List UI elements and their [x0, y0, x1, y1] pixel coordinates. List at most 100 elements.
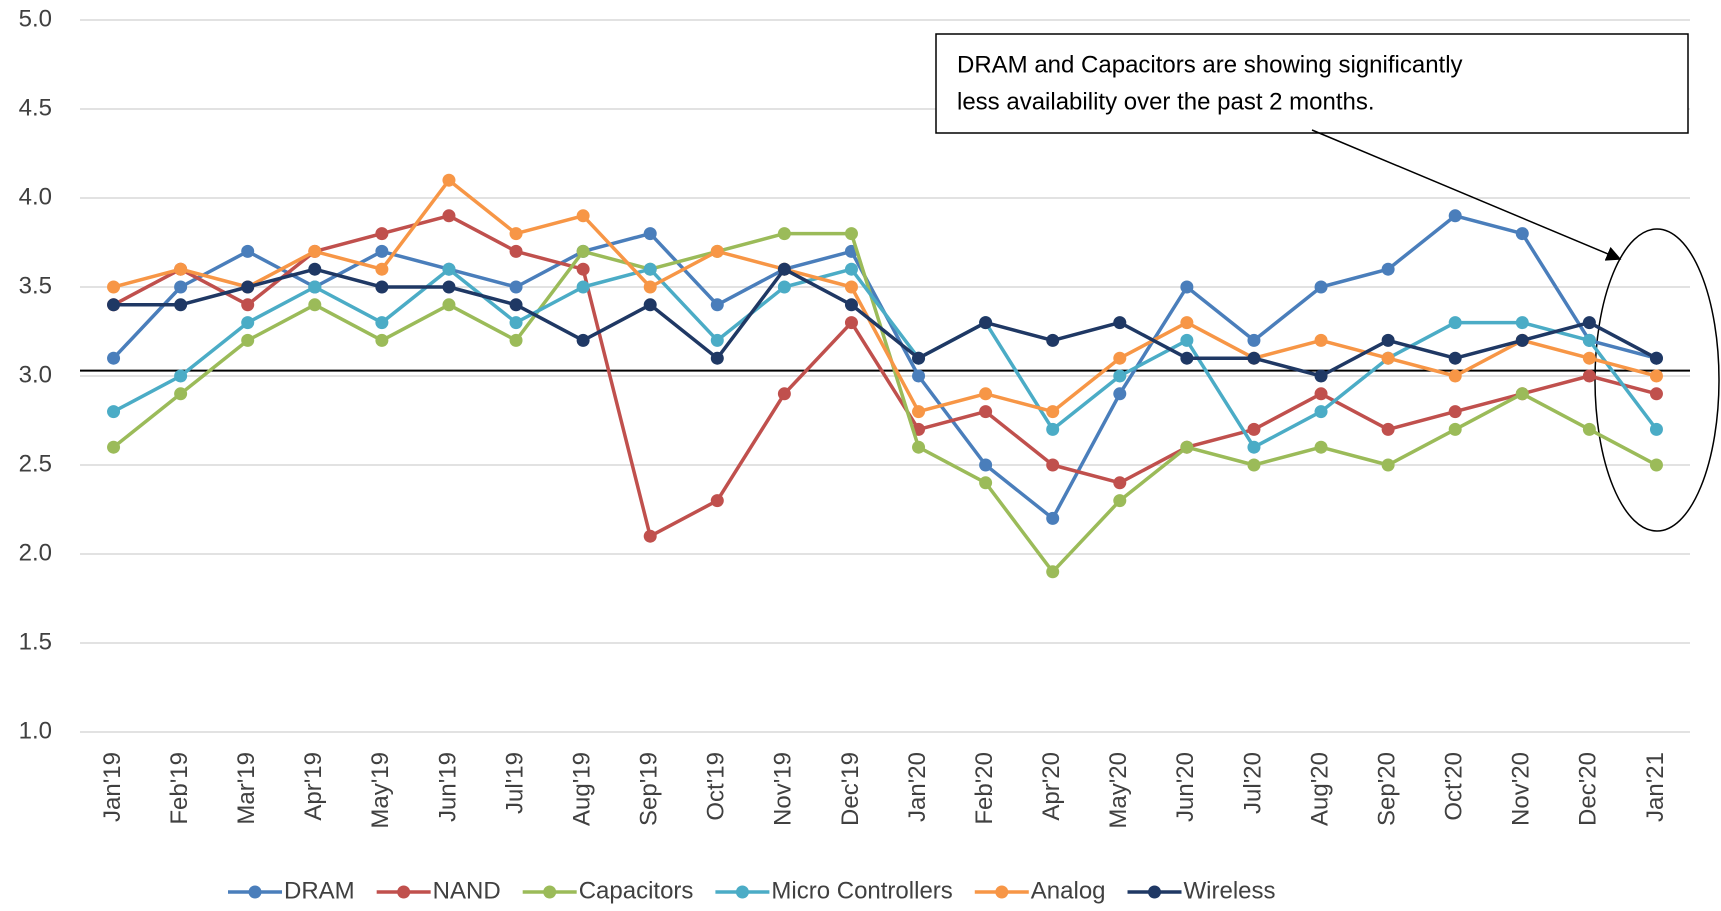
point [643, 529, 657, 543]
point [710, 244, 724, 258]
legend-label: Wireless [1184, 877, 1276, 904]
point [576, 262, 590, 276]
x-tick-label: Jul'19 [501, 752, 528, 814]
x-tick-label: Sep'19 [636, 752, 663, 826]
point [979, 405, 993, 419]
point [1381, 422, 1395, 436]
point [1046, 565, 1060, 579]
point [777, 227, 791, 241]
point [844, 316, 858, 330]
y-tick-label: 2.0 [19, 539, 52, 566]
point [375, 316, 389, 330]
point [509, 280, 523, 294]
point [1247, 440, 1261, 454]
point [1381, 458, 1395, 472]
point [777, 387, 791, 401]
point [1180, 280, 1194, 294]
point [1582, 351, 1596, 365]
x-tick-label: Jul'20 [1239, 752, 1266, 814]
point [1448, 316, 1462, 330]
point [1649, 351, 1663, 365]
legend-label: Analog [1031, 877, 1106, 904]
point [1448, 209, 1462, 223]
y-tick-label: 2.5 [19, 450, 52, 477]
legend-marker [543, 885, 557, 899]
point [1381, 351, 1395, 365]
highlight-ellipse [1594, 228, 1720, 532]
point [174, 387, 188, 401]
point [509, 227, 523, 241]
point [844, 262, 858, 276]
point [1448, 351, 1462, 365]
x-tick-label: Oct'19 [703, 752, 730, 821]
x-tick-label: Nov'19 [770, 752, 797, 826]
point [1314, 387, 1328, 401]
point [241, 316, 255, 330]
point [308, 262, 322, 276]
x-tick-label: Jun'19 [434, 752, 461, 822]
point [1046, 333, 1060, 347]
point [979, 387, 993, 401]
point [777, 262, 791, 276]
point [576, 333, 590, 347]
y-tick-label: 1.0 [19, 717, 52, 744]
point [1247, 458, 1261, 472]
x-tick-label: Jan'21 [1642, 752, 1669, 822]
x-tick-label: Dec'19 [837, 752, 864, 826]
point [241, 280, 255, 294]
legend-marker [735, 885, 749, 899]
point [107, 405, 121, 419]
point [308, 280, 322, 294]
point [1448, 369, 1462, 383]
point [1247, 351, 1261, 365]
x-tick-label: Feb'19 [166, 752, 193, 825]
x-tick-label: Aug'20 [1306, 752, 1333, 826]
point [844, 280, 858, 294]
point [509, 333, 523, 347]
point [1515, 316, 1529, 330]
x-tick-label: Mar'19 [233, 752, 260, 825]
series-line [112, 231, 1658, 574]
point [442, 262, 456, 276]
x-tick-label: Aug'19 [568, 752, 595, 826]
point [241, 298, 255, 312]
legend-label: NAND [433, 877, 501, 904]
point [643, 280, 657, 294]
annotation-box [935, 33, 1689, 134]
point [1582, 316, 1596, 330]
point [1046, 458, 1060, 472]
x-tick-label: Jun'20 [1172, 752, 1199, 822]
y-tick-label: 3.5 [19, 272, 52, 299]
y-tick-label: 4.0 [19, 183, 52, 210]
point [1113, 476, 1127, 490]
point [509, 244, 523, 258]
point [979, 476, 993, 490]
point [1515, 387, 1529, 401]
legend-label: DRAM [284, 877, 355, 904]
annotation-text: less availability over the past 2 months… [957, 88, 1375, 115]
point [1314, 405, 1328, 419]
x-tick-label: Apr'20 [1038, 752, 1065, 821]
point [375, 227, 389, 241]
point [1180, 333, 1194, 347]
point [1113, 494, 1127, 508]
point [375, 280, 389, 294]
point [1515, 333, 1529, 347]
series-line [113, 178, 1657, 414]
point [1180, 316, 1194, 330]
point [643, 227, 657, 241]
point [844, 227, 858, 241]
point [710, 333, 724, 347]
point [1113, 387, 1127, 401]
y-tick-label: 1.5 [19, 628, 52, 655]
point [375, 244, 389, 258]
point [1649, 458, 1663, 472]
point [174, 280, 188, 294]
y-tick-label: 5.0 [19, 5, 52, 32]
point [509, 298, 523, 312]
point [1381, 333, 1395, 347]
point [710, 351, 724, 365]
point [174, 298, 188, 312]
x-tick-label: Sep'20 [1373, 752, 1400, 826]
point [1180, 351, 1194, 365]
